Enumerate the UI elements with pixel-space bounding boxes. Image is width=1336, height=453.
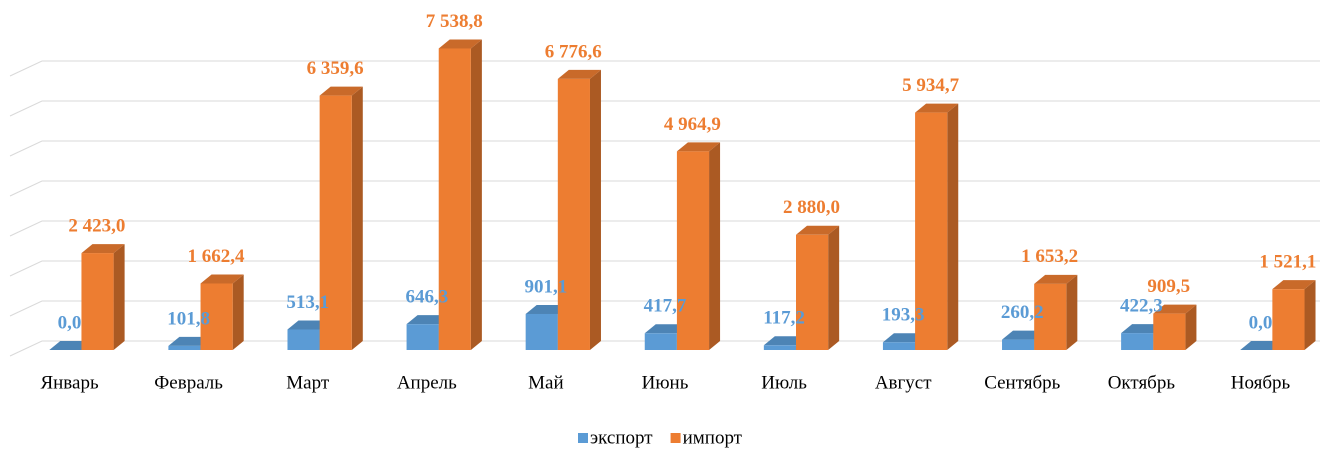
value-label: 6 359,6 — [307, 58, 364, 79]
grid-line — [9, 60, 1320, 77]
value-label: 4 964,9 — [664, 114, 721, 135]
bar — [168, 345, 201, 350]
value-label: 909,5 — [1147, 276, 1190, 297]
grid-line — [9, 100, 1320, 117]
x-tick-label: Май — [528, 372, 564, 393]
bar — [1153, 313, 1186, 350]
bar-top — [676, 142, 721, 152]
bar — [644, 333, 677, 350]
bar-top — [1272, 280, 1316, 290]
x-tick-label: Ноябрь — [1231, 372, 1291, 393]
bar-side — [709, 142, 721, 350]
value-label: 6 776,6 — [545, 41, 602, 62]
x-tick-label: Июль — [761, 372, 807, 393]
value-label: 1 662,4 — [188, 246, 246, 267]
bar — [763, 345, 796, 350]
bar — [287, 329, 320, 350]
value-label: 1 521,1 — [1259, 252, 1316, 273]
bar — [1002, 339, 1035, 350]
value-label: 5 934,7 — [902, 75, 960, 96]
grid-line — [9, 300, 1320, 317]
value-label: 0,0 — [58, 312, 82, 333]
bar-side — [1185, 304, 1197, 350]
bar-top — [81, 244, 125, 254]
x-tick-label: Сентябрь — [984, 372, 1060, 393]
value-label: 513,1 — [286, 292, 329, 313]
bar — [1034, 283, 1067, 350]
bar-side — [828, 225, 840, 350]
x-tick-label: Октябрь — [1108, 372, 1176, 393]
value-label: 2 423,0 — [68, 215, 125, 236]
bar-top — [1034, 274, 1078, 284]
bar-top — [319, 86, 363, 96]
x-tick-label: Февраль — [154, 372, 223, 393]
bar — [525, 313, 558, 350]
bar — [1121, 333, 1154, 350]
legend-swatch — [578, 433, 588, 443]
bar — [438, 48, 471, 350]
bar — [1272, 289, 1305, 350]
value-label: 7 538,8 — [426, 11, 483, 32]
bar — [915, 112, 948, 350]
grid-line — [9, 140, 1320, 157]
bar-side — [1304, 280, 1316, 350]
bar-side — [589, 69, 601, 350]
value-label: 422,3 — [1120, 295, 1163, 316]
legend-label: экспорт — [590, 427, 653, 448]
bar — [81, 253, 114, 350]
grid-line — [9, 180, 1320, 197]
grid-line — [9, 220, 1320, 237]
bar — [882, 342, 916, 350]
bar-side — [232, 274, 244, 350]
value-label: 1 653,2 — [1021, 246, 1078, 267]
legend-swatch — [670, 433, 681, 443]
bar — [200, 283, 233, 350]
bar — [319, 95, 352, 350]
bar-top — [557, 69, 601, 79]
x-tick-label: Апрель — [397, 372, 457, 393]
value-label: 117,2 — [763, 308, 805, 329]
x-tick-label: Март — [286, 372, 330, 393]
value-label: 0,0 — [1249, 312, 1273, 333]
bar-side — [113, 244, 125, 350]
value-label: 2 880,0 — [783, 197, 840, 218]
bar — [676, 151, 710, 350]
value-label: 901,1 — [525, 276, 568, 297]
grid-line — [9, 260, 1320, 277]
bar — [406, 324, 439, 350]
bar-top — [438, 39, 482, 49]
bar — [796, 234, 829, 350]
value-label: 193,3 — [882, 305, 925, 326]
bar-side — [947, 103, 959, 350]
x-tick-label: Январь — [40, 372, 98, 393]
value-label: 646,3 — [405, 287, 448, 308]
legend-label: импорт — [683, 427, 743, 448]
bar-side — [351, 86, 363, 350]
value-label: 417,7 — [644, 296, 687, 317]
value-label: 101,8 — [167, 308, 210, 329]
bar — [557, 78, 590, 350]
value-label: 260,2 — [1001, 302, 1044, 323]
x-tick-label: Август — [875, 372, 932, 393]
bar-top — [200, 274, 244, 284]
bar-side — [470, 39, 482, 351]
bar-top — [915, 103, 959, 113]
x-tick-label: Июнь — [642, 372, 689, 393]
bar-top — [796, 225, 840, 235]
bar-side — [1066, 274, 1078, 350]
bar-top — [1153, 304, 1197, 314]
